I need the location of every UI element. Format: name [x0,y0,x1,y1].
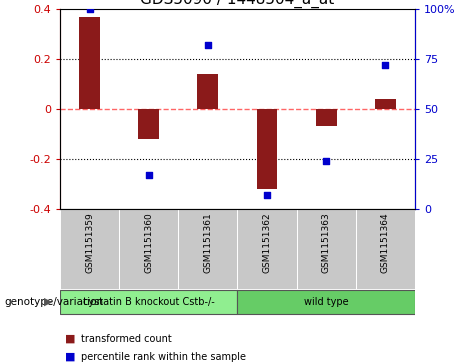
Text: GSM1151363: GSM1151363 [322,213,331,273]
Point [382,62,389,68]
Bar [197,74,218,109]
Bar [178,209,237,289]
Text: GSM1151360: GSM1151360 [144,213,153,273]
Text: GSM1151359: GSM1151359 [85,213,94,273]
Bar [356,209,415,289]
Bar [138,109,159,139]
Title: GDS5090 / 1448504_a_at: GDS5090 / 1448504_a_at [140,0,335,8]
Text: GSM1151361: GSM1151361 [203,213,213,273]
Point [322,158,330,164]
Text: genotype/variation: genotype/variation [5,297,104,307]
Bar [375,99,396,109]
Bar [237,209,296,289]
Text: percentile rank within the sample: percentile rank within the sample [81,352,246,362]
Bar [119,209,178,289]
Bar [60,209,119,289]
Text: cystatin B knockout Cstb-/-: cystatin B knockout Cstb-/- [83,297,214,307]
Bar [237,290,415,314]
Bar [60,290,237,314]
Point [145,172,152,178]
Text: ■: ■ [65,352,75,362]
Text: wild type: wild type [304,297,349,307]
Bar [296,209,356,289]
Point [263,192,271,197]
Text: ■: ■ [65,334,75,344]
Text: transformed count: transformed count [81,334,171,344]
Bar [79,17,100,109]
Bar [316,109,337,126]
Point [204,42,212,48]
Bar [257,109,278,189]
Text: ▶: ▶ [44,297,53,307]
Point [86,6,93,12]
Text: GSM1151362: GSM1151362 [262,213,272,273]
Text: GSM1151364: GSM1151364 [381,213,390,273]
